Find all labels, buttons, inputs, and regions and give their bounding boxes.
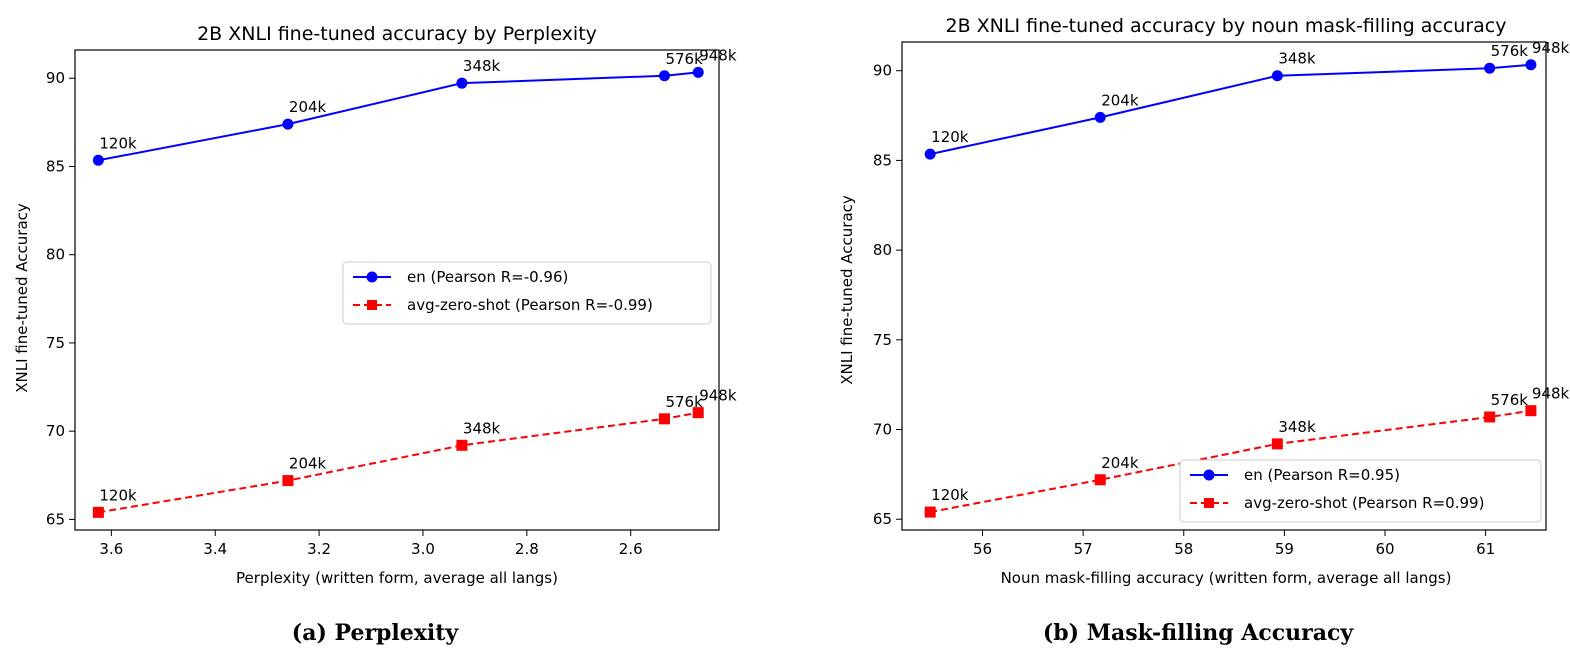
series-line <box>98 71 699 162</box>
point-label: 120k <box>99 486 137 504</box>
y-tick-label: 80 <box>873 241 892 259</box>
x-tick-label: 3.6 <box>99 540 123 558</box>
point-label: 576k <box>1491 42 1529 60</box>
chart-mask-filling: 2B XNLI fine-tuned accuracy by noun mask… <box>838 15 1570 646</box>
x-tick-label: 3.2 <box>307 540 331 558</box>
legend-box <box>1179 459 1542 523</box>
legend-marker-avg <box>367 300 377 310</box>
x-tick-label: 60 <box>1375 540 1394 558</box>
data-point <box>1525 59 1537 71</box>
data-point <box>456 77 468 89</box>
axis-ticks: 3.6 3.4 3.2 3.0 2.8 2.6 65 70 75 80 85 90 <box>46 69 643 558</box>
data-point <box>1094 474 1106 486</box>
point-label: 348k <box>463 419 501 437</box>
y-tick-label: 65 <box>873 510 892 528</box>
point-label: 348k <box>1278 418 1316 436</box>
y-tick-label: 80 <box>46 246 65 264</box>
point-label: 576k <box>665 393 703 411</box>
x-tick-label: 3.4 <box>203 540 227 558</box>
point-label: 204k <box>1101 91 1139 109</box>
legend-label-avg: avg-zero-shot (Pearson R=0.99) <box>1244 494 1484 512</box>
point-label: 576k <box>1491 391 1529 409</box>
caption-b: (b) Mask-filling Accuracy <box>1043 620 1355 646</box>
plot-frame <box>901 41 1547 531</box>
legend-label-en: en (Pearson R=-0.96) <box>407 268 568 286</box>
x-tick-label: 56 <box>973 540 992 558</box>
legend: en (Pearson R=-0.96) avg-zero-shot (Pear… <box>342 261 712 325</box>
data-point <box>282 475 294 487</box>
x-tick-label: 2.8 <box>515 540 539 558</box>
y-axis-label: XNLI fine-tuned Accuracy <box>13 203 31 393</box>
point-label: 576k <box>665 50 703 68</box>
data-point <box>92 154 104 166</box>
data-point <box>456 439 468 451</box>
y-tick-label: 75 <box>873 331 892 349</box>
point-label: 948k <box>699 46 737 64</box>
data-point <box>1094 111 1106 123</box>
point-label: 204k <box>289 98 327 116</box>
x-tick-label: 57 <box>1074 540 1093 558</box>
point-label: 120k <box>931 128 969 146</box>
data-point <box>658 70 670 82</box>
series-line <box>929 63 1531 156</box>
data-point <box>692 66 704 78</box>
point-label: 120k <box>99 134 137 152</box>
y-tick-label: 90 <box>46 69 65 87</box>
legend-label-en: en (Pearson R=0.95) <box>1244 466 1400 484</box>
data-point <box>924 506 936 518</box>
x-tick-label: 59 <box>1275 540 1294 558</box>
series-group <box>924 59 1537 518</box>
y-tick-label: 70 <box>873 421 892 439</box>
data-point <box>692 407 704 419</box>
legend: en (Pearson R=0.95) avg-zero-shot (Pears… <box>1179 459 1542 523</box>
x-axis-label: Perplexity (written form, average all la… <box>236 569 558 587</box>
y-tick-label: 85 <box>873 151 892 169</box>
point-label: 948k <box>699 387 737 405</box>
chart-title: 2B XNLI fine-tuned accuracy by Perplexit… <box>197 23 597 45</box>
x-tick-label: 58 <box>1174 540 1193 558</box>
point-label: 204k <box>289 455 327 473</box>
data-point <box>92 506 104 518</box>
chart-title: 2B XNLI fine-tuned accuracy by noun mask… <box>946 15 1507 37</box>
y-axis-label: XNLI fine-tuned Accuracy <box>838 195 856 385</box>
legend-label-avg: avg-zero-shot (Pearson R=-0.99) <box>407 296 653 314</box>
y-tick-label: 75 <box>46 334 65 352</box>
y-tick-label: 65 <box>46 510 65 528</box>
point-label: 948k <box>1532 39 1570 57</box>
x-tick-label: 61 <box>1476 540 1495 558</box>
x-tick-label: 3.0 <box>411 540 435 558</box>
plot-frame <box>74 49 720 531</box>
data-point <box>1525 405 1537 417</box>
chart-perplexity: 2B XNLI fine-tuned accuracy by Perplexit… <box>13 23 737 646</box>
legend-box <box>342 261 712 325</box>
data-point <box>924 148 936 160</box>
point-label: 204k <box>1101 454 1139 472</box>
y-tick-label: 90 <box>873 62 892 80</box>
data-point <box>1484 411 1496 423</box>
y-tick-label: 85 <box>46 157 65 175</box>
legend-marker-en <box>366 271 378 283</box>
point-label: 120k <box>931 486 969 504</box>
data-point <box>1484 62 1496 74</box>
y-tick-label: 70 <box>46 422 65 440</box>
series-group <box>92 66 704 518</box>
point-label: 348k <box>1278 50 1316 68</box>
data-point <box>1271 70 1283 82</box>
data-point <box>658 413 670 425</box>
data-point <box>1271 438 1283 450</box>
legend-marker-avg <box>1204 498 1214 508</box>
caption-a: (a) Perplexity <box>292 620 460 646</box>
axis-ticks: 56 57 58 59 60 61 65 70 75 80 85 90 <box>873 62 1495 558</box>
x-axis-label: Noun mask-filling accuracy (written form… <box>1001 569 1452 587</box>
point-label: 948k <box>1532 385 1570 403</box>
series-line <box>98 411 699 514</box>
legend-marker-en <box>1203 469 1215 481</box>
data-point <box>282 118 294 130</box>
point-label: 348k <box>463 57 501 75</box>
x-tick-label: 2.6 <box>619 540 643 558</box>
